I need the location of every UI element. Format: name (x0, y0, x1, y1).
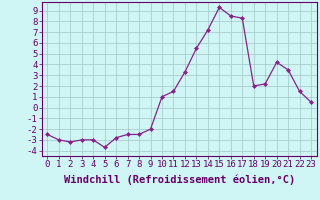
X-axis label: Windchill (Refroidissement éolien,°C): Windchill (Refroidissement éolien,°C) (64, 175, 295, 185)
